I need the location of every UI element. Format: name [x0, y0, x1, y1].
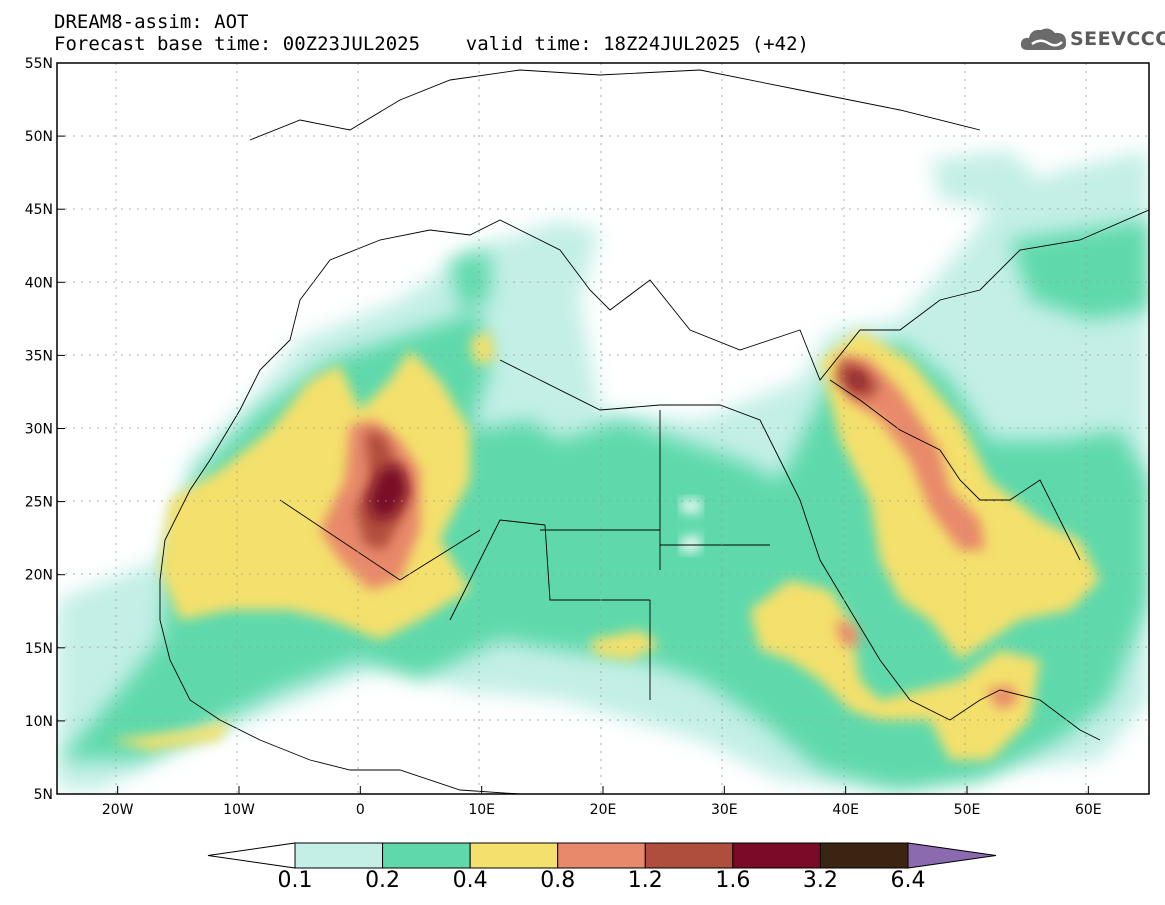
colorbar-label: 0.1 — [277, 868, 313, 893]
lat-tick-label: 10N — [25, 714, 53, 730]
lat-tick-label: 25N — [25, 495, 53, 511]
colorbar-label: 6.4 — [890, 868, 926, 893]
lat-tick-label: 35N — [25, 348, 53, 364]
colorbar-over-arrow — [907, 842, 997, 869]
lat-tick-label: 15N — [25, 641, 53, 657]
colorbar-segment — [557, 842, 646, 869]
colorbar-label: 3.2 — [802, 868, 838, 893]
colorbar-label: 0.4 — [452, 868, 488, 893]
colorbar-under-arrow — [207, 842, 296, 869]
colorbar-label: 0.2 — [365, 868, 401, 893]
colorbar-segment — [644, 842, 734, 869]
colorbar-labels: 0.1 0.2 0.4 0.8 1.2 1.6 3.2 6.4 — [0, 868, 1165, 898]
colorbar-label: 0.8 — [540, 868, 576, 893]
colorbar-segment — [294, 842, 384, 869]
aot-field — [57, 150, 1149, 790]
coastlines — [159, 69, 1149, 794]
colorbar-label: 1.6 — [715, 868, 751, 893]
lat-tick-label: 40N — [25, 275, 53, 291]
lon-tick-label: 20E — [590, 802, 617, 818]
map-title: DREAM8-assim: AOT — [54, 11, 249, 33]
colorbar-segment — [732, 842, 821, 869]
colorbar — [207, 842, 997, 869]
lat-tick-label: 30N — [25, 422, 53, 438]
colorbar-segment — [469, 842, 559, 869]
lat-tick-label: 55N — [25, 56, 53, 72]
logo-text: SEEVCCC — [1070, 28, 1165, 50]
lon-tick-label: 10W — [223, 802, 255, 818]
colorbar-segment — [819, 842, 909, 869]
grid — [57, 63, 1149, 794]
forecast-time-line: Forecast base time: 00Z23JUL2025 valid t… — [54, 33, 809, 55]
lat-tick-label: 20N — [25, 568, 53, 584]
lon-tick-label: 10E — [468, 802, 495, 818]
lon-tick-label: 40E — [832, 802, 859, 818]
colorbar-label: 1.2 — [627, 868, 663, 893]
lon-tick-label: 0 — [356, 802, 365, 818]
colorbar-segment — [382, 842, 471, 869]
lat-tick-label: 5N — [34, 787, 53, 803]
lon-tick-label: 20W — [102, 802, 134, 818]
lon-tick-label: 30E — [711, 802, 738, 818]
cloud-logo-icon — [1020, 28, 1067, 50]
lat-tick-label: 50N — [25, 129, 53, 145]
lon-tick-label: 50E — [954, 802, 981, 818]
lat-tick-label: 45N — [25, 202, 53, 218]
lon-tick-label: 60E — [1075, 802, 1102, 818]
